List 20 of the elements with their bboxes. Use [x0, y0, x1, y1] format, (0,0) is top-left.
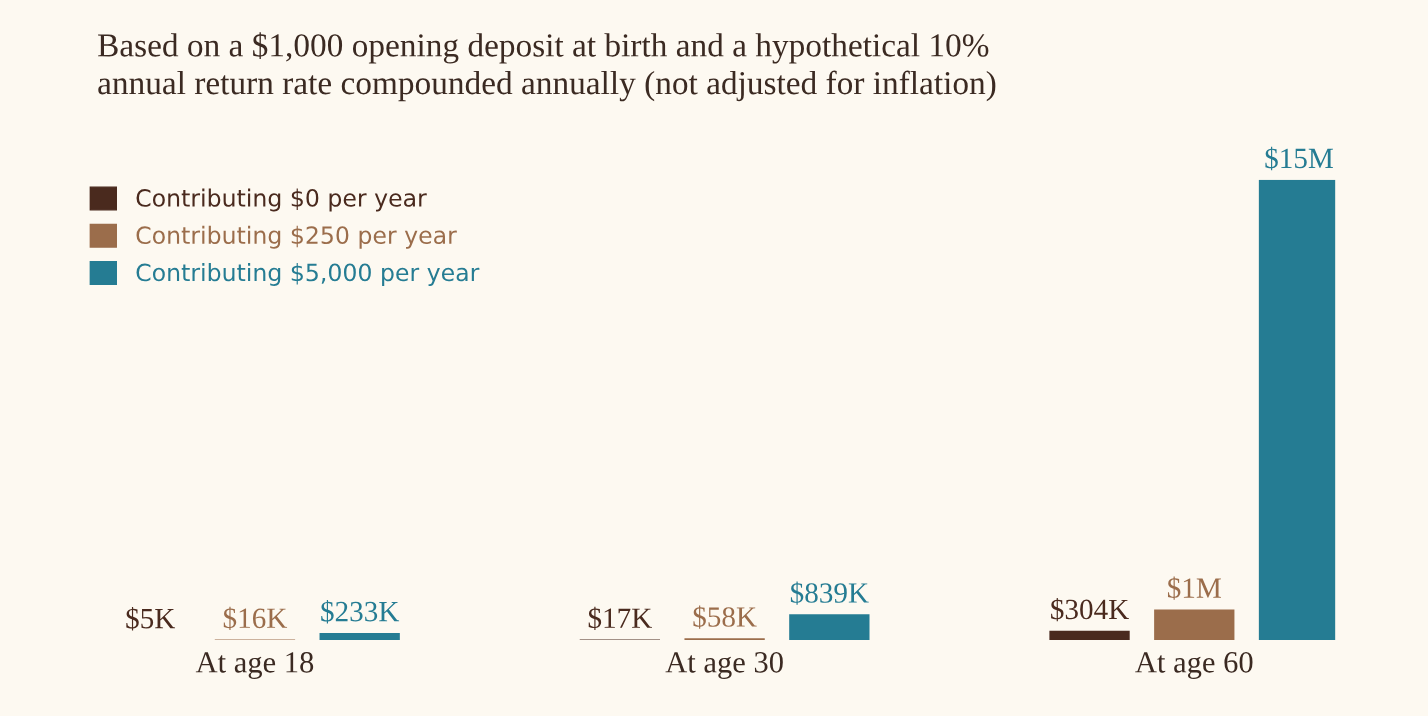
bar — [319, 632, 400, 641]
data-label: $839K — [790, 581, 869, 605]
x-tick-label: At age 60 — [1135, 652, 1253, 679]
x-tick-label: At age 18 — [195, 652, 314, 679]
legend-label: Contributing $0 per year — [136, 188, 427, 212]
legend-label: Contributing $5,000 per year — [136, 263, 480, 286]
x-tick-label: At age 30 — [665, 652, 783, 679]
data-label: $17K — [588, 606, 652, 631]
bar — [1049, 630, 1130, 641]
chart-title: Based on a $1,000 opening deposit at birth and a hypothetical 10% annual return rate compounded annually (not adjusted for inflation) — [98, 32, 996, 102]
data-label: $58K — [693, 605, 757, 629]
data-label: $304K — [1051, 597, 1129, 622]
bar — [1154, 609, 1235, 641]
legend-label: Contributing $250 per year — [136, 225, 457, 249]
data-label: $16K — [223, 606, 288, 631]
bar — [789, 614, 870, 641]
data-label: $5K — [126, 607, 176, 631]
data-label: $15M — [1265, 146, 1333, 171]
data-label: $1M — [1167, 576, 1221, 600]
data-label: $233K — [321, 600, 400, 624]
